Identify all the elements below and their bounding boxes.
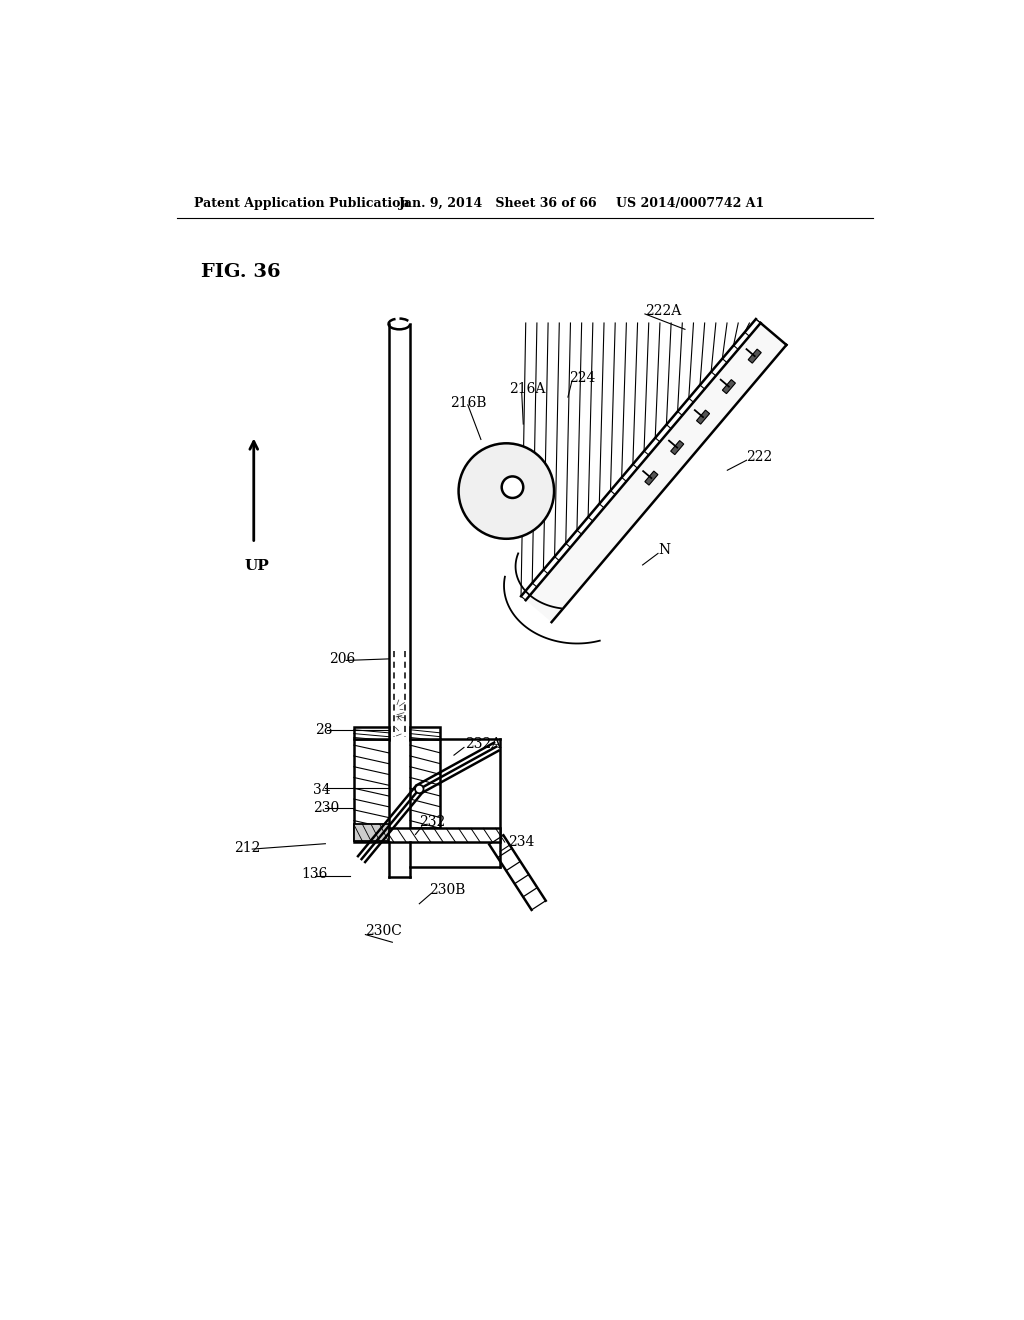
Text: 230C: 230C: [366, 924, 402, 937]
Circle shape: [459, 444, 554, 539]
Text: 34: 34: [313, 783, 331, 797]
Text: US 2014/0007742 A1: US 2014/0007742 A1: [615, 197, 764, 210]
Text: 136: 136: [301, 867, 328, 882]
Bar: [354, 739, 388, 829]
Text: 216B: 216B: [451, 396, 486, 411]
Text: 232A: 232A: [466, 737, 502, 751]
Text: 28: 28: [315, 723, 333, 737]
Polygon shape: [722, 380, 735, 393]
Text: 222: 222: [746, 450, 773, 465]
Text: 222A: 222A: [645, 304, 681, 318]
Text: FIG. 36: FIG. 36: [202, 264, 281, 281]
Text: 230: 230: [313, 800, 339, 814]
Bar: [410, 739, 440, 829]
Text: 212: 212: [234, 841, 261, 854]
Text: 234: 234: [508, 836, 535, 849]
Polygon shape: [645, 471, 658, 486]
Text: 206: 206: [330, 652, 355, 665]
Bar: [354, 825, 388, 841]
Text: 232: 232: [419, 816, 445, 829]
Text: 230B: 230B: [429, 883, 466, 896]
Bar: [410, 727, 440, 739]
Circle shape: [502, 477, 523, 498]
Circle shape: [415, 785, 424, 793]
Text: N: N: [658, 543, 670, 557]
Text: Jan. 9, 2014   Sheet 36 of 66: Jan. 9, 2014 Sheet 36 of 66: [398, 197, 597, 210]
Text: UP: UP: [245, 558, 269, 573]
Bar: [388, 323, 410, 739]
Text: 224: 224: [569, 371, 596, 385]
Text: 216A: 216A: [509, 383, 546, 396]
Polygon shape: [525, 323, 786, 622]
Polygon shape: [671, 441, 684, 454]
Bar: [354, 829, 500, 842]
Bar: [354, 727, 388, 739]
Text: Patent Application Publication: Patent Application Publication: [194, 197, 410, 210]
Polygon shape: [749, 348, 761, 363]
Polygon shape: [696, 411, 710, 424]
